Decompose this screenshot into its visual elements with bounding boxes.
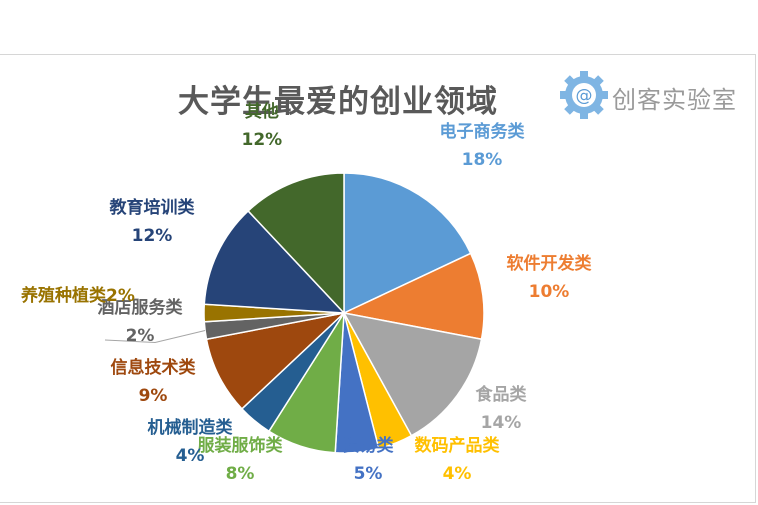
logo-symbol: @ (576, 86, 593, 106)
slice-name-11: 其他 (244, 102, 279, 122)
slice-name-2: 食品类 (475, 385, 527, 405)
data-label-11: 其他 12% (242, 98, 283, 154)
slice-name-6: 机械制造类 (147, 418, 233, 438)
logo: @ (560, 71, 608, 119)
chart-frame (0, 54, 756, 503)
slice-pct-8: 2% (125, 326, 155, 346)
data-label-1: 软件开发类 10% (507, 250, 592, 306)
slice-name-4: 贸易类 (342, 436, 394, 456)
pie-slice-7 (205, 311, 347, 410)
data-label-10: 教育培训类 12% (110, 194, 195, 250)
slice-name-8: 酒店服务类 (97, 298, 183, 318)
slice-name-9: 养殖种植类2% (21, 286, 135, 306)
pie-slice-11 (247, 172, 345, 315)
data-label-9: 养殖种植类2% (21, 282, 135, 310)
slice-name-0: 电子商务类 (439, 122, 525, 142)
slice-pct-5: 8% (225, 464, 255, 484)
data-label-0: 电子商务类 18% (440, 118, 525, 174)
slice-pct-1: 10% (528, 282, 570, 302)
data-label-5: 服装服饰类 8% (198, 432, 283, 488)
pie-slice-0 (343, 172, 472, 315)
data-label-7: 信息技术类 9% (111, 354, 196, 410)
pie-slice-1 (341, 252, 485, 341)
slice-name-3: 数码产品类 (414, 436, 500, 456)
slice-name-10: 教育培训类 (109, 198, 195, 218)
data-label-6: 机械制造类 4% (148, 414, 233, 470)
slice-name-1: 软件开发类 (506, 254, 592, 274)
slice-pct-6: 4% (175, 446, 205, 466)
data-label-4: 贸易类 5% (343, 432, 394, 488)
slice-pct-2: 14% (480, 413, 522, 433)
slice-pct-4: 5% (353, 464, 383, 484)
data-label-8: 酒店服务类 2% (98, 294, 183, 350)
slice-pct-11: 12% (241, 130, 283, 150)
pie-slice-10 (203, 209, 346, 314)
slice-pct-7: 9% (138, 386, 168, 406)
data-label-3: 数码产品类 4% (415, 432, 500, 488)
data-label-2: 食品类 14% (476, 381, 527, 437)
logo-text: 创客实验室 (612, 86, 737, 114)
slice-pct-0: 18% (461, 150, 503, 170)
pie-slice-2 (342, 311, 483, 437)
slice-name-5: 服装服饰类 (197, 436, 283, 456)
leader-line (104, 330, 206, 344)
slice-name-7: 信息技术类 (110, 358, 196, 378)
slice-pct-10: 12% (131, 226, 173, 246)
chart-title: 大学生最爱的创业领域 (178, 84, 498, 120)
slice-pct-3: 4% (442, 464, 472, 484)
